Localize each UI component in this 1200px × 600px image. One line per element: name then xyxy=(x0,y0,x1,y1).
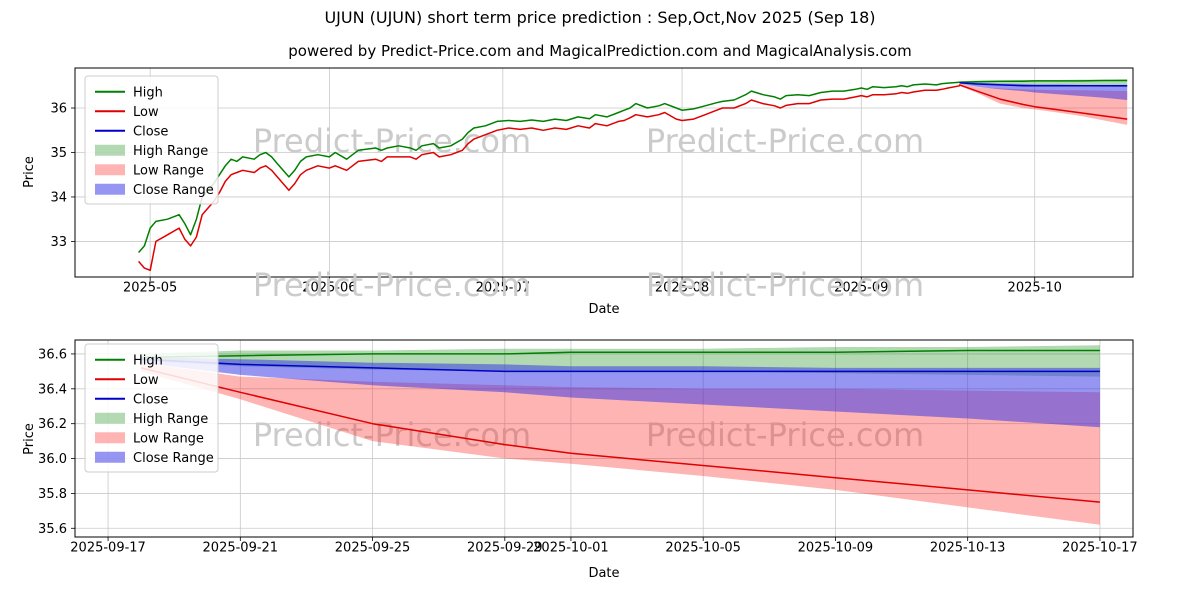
watermark-row: Predict-Price.com Predict-Price.com xyxy=(253,266,924,304)
watermark-text: Predict-Price.com xyxy=(253,416,531,454)
x-tick-label: 2025-09-21 xyxy=(203,541,279,556)
x-tick-label: 2025-10-09 xyxy=(798,541,874,556)
x-axis-label-top: Date xyxy=(588,302,620,317)
close-line xyxy=(959,81,1128,87)
plot-area xyxy=(140,345,1100,525)
legend: High Low Close High Range Low Range Close Ran… xyxy=(84,343,219,473)
x-tick-label: 2025-05 xyxy=(123,281,177,296)
x-tick-label: 2025-07 xyxy=(476,281,530,296)
legend-label: High Range xyxy=(133,144,208,159)
chart-subtitle: powered by Predict-Price.com and Magical… xyxy=(288,42,912,60)
y-tick-label: 36.6 xyxy=(38,347,67,362)
x-tick-label: 2025-09-25 xyxy=(335,541,411,556)
legend-label: Close xyxy=(133,392,168,407)
x-tick-label: 2025-10-17 xyxy=(1062,541,1138,556)
low-line xyxy=(138,84,1128,272)
forecast-zoom-chart: Predict-Price.comPredict-Price.com2025-0… xyxy=(38,339,1138,556)
legend-box xyxy=(84,75,219,205)
legend-swatch-high_range xyxy=(95,144,125,156)
legend-label: Close Range xyxy=(133,183,214,198)
x-tick-label: 2025-09-29 xyxy=(467,541,543,556)
legend-label: Close xyxy=(133,124,168,139)
x-tick-label: 2025-10-13 xyxy=(930,541,1006,556)
axes: 2025-09-17 2025-09-21 2025-09-25 2025-09-29… xyxy=(38,347,1138,555)
legend-label: High xyxy=(133,85,163,100)
plot-border xyxy=(74,67,1134,278)
y-tick-label: 36 xyxy=(50,102,67,117)
high-line xyxy=(138,79,1128,253)
x-tick-label: 2025-06 xyxy=(302,281,356,296)
y-tick-label: 36.4 xyxy=(38,382,67,397)
watermark-text: Predict-Price.com xyxy=(646,416,924,454)
watermark-row: Predict-Price.com Predict-Price.com xyxy=(253,122,924,160)
y-axis-label-top: Price xyxy=(22,156,37,188)
y-tick-label: 36.2 xyxy=(38,417,67,432)
x-tick-label: 2025-09 xyxy=(834,281,888,296)
y-tick-label: 34 xyxy=(50,190,67,205)
low-line xyxy=(140,367,1100,503)
legend: High Low Close High Range Low Range Close Ran… xyxy=(84,75,219,205)
legend-box xyxy=(84,343,219,473)
y-tick-label: 35 xyxy=(50,146,67,161)
close-line xyxy=(141,358,1100,373)
legend-swatch-close_range xyxy=(95,451,125,463)
gridlines xyxy=(75,68,1133,277)
x-axis-label-bottom: Date xyxy=(588,566,620,581)
legend-label: Low xyxy=(133,105,159,120)
x-tick-label: 2025-08 xyxy=(655,281,709,296)
y-tick-label: 35.6 xyxy=(38,522,67,537)
legend-swatch-low_range xyxy=(95,432,125,444)
x-tick-label: 2025-10 xyxy=(1008,281,1062,296)
watermark-row: Predict-Price.com Predict-Price.com xyxy=(253,416,924,454)
y-axis-label-bottom: Price xyxy=(22,423,37,455)
legend-label: Low Range xyxy=(133,163,204,178)
legend-label: Low xyxy=(133,373,159,388)
plot-border xyxy=(74,339,1134,538)
plot-area xyxy=(138,79,1128,272)
chart-title: UJUN (UJUN) short term price prediction … xyxy=(324,8,876,27)
legend-label: High Range xyxy=(133,412,208,427)
legend-label: High xyxy=(133,353,163,368)
x-tick-label: 2025-10-05 xyxy=(665,541,741,556)
y-tick-label: 35.8 xyxy=(38,487,67,502)
y-tick-label: 36.0 xyxy=(38,452,67,467)
x-tick-label: 2025-10-01 xyxy=(533,541,609,556)
close-range-band xyxy=(141,357,1100,428)
x-tick-label: 2025-09-17 xyxy=(70,541,146,556)
legend-swatch-low_range xyxy=(95,164,125,176)
legend-swatch-close_range xyxy=(95,183,125,195)
watermark-text: Predict-Price.com xyxy=(646,266,924,304)
legend-swatch-high_range xyxy=(95,412,125,424)
y-tick-label: 33 xyxy=(50,235,67,250)
legend-label: Close Range xyxy=(133,451,214,466)
high-line xyxy=(141,349,1100,359)
axes: 2025-05 2025-06 2025-07 2025-08 2025-09 2025-… xyxy=(50,102,1061,296)
watermark-text: Predict-Price.com xyxy=(646,122,924,160)
legend-label: Low Range xyxy=(133,431,204,446)
watermark-text: Predict-Price.com xyxy=(253,122,531,160)
watermark-text: Predict-Price.com xyxy=(253,266,531,304)
history-forecast-chart: Predict-Price.com Predict-Price.com2025-0… xyxy=(50,67,1134,304)
close-range-band xyxy=(959,82,1128,100)
